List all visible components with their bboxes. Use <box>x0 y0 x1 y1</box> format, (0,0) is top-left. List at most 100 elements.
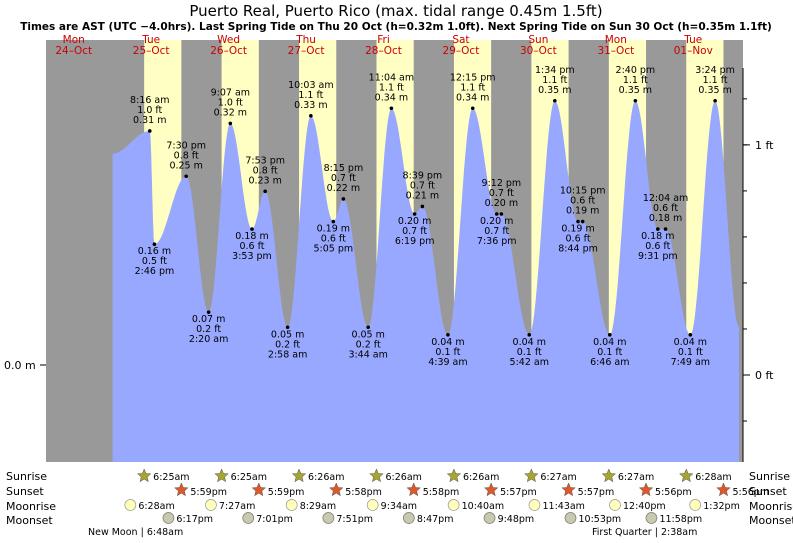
moonset-time: 8:47pm <box>417 514 454 525</box>
new-moon-note: New Moon | 6:48am <box>88 527 183 538</box>
high-tide-label: 1.1 ft <box>703 75 728 86</box>
high-tide-label: 0.7 ft <box>331 173 356 184</box>
sunrise-time: 6:25am <box>153 472 189 483</box>
sunrise-time: 6:26am <box>308 472 344 483</box>
high-tide-label: 0.6 ft <box>570 196 595 207</box>
tide-point <box>263 189 267 194</box>
sunset-icon <box>638 482 654 497</box>
tide-point <box>250 227 254 231</box>
moonrise-icon <box>689 499 702 511</box>
day-header-dow: Mon <box>63 34 85 46</box>
day-header-date: 31–Oct <box>597 45 634 57</box>
sunset-icon <box>561 482 576 497</box>
low-tide-label: 9:31 pm <box>638 251 678 262</box>
moonset-time: 10:53pm <box>578 514 621 525</box>
high-tide-label: 0.31 m <box>133 115 166 126</box>
tide-point <box>152 242 157 246</box>
high-tide-label: 0.8 ft <box>253 165 278 176</box>
tide-point <box>656 227 660 231</box>
moonrise-icon <box>205 499 217 511</box>
day-header-date: 27–Oct <box>288 45 325 57</box>
high-tide-label: 0.34 m <box>375 92 408 103</box>
high-tide-label: 0.23 m <box>248 175 281 186</box>
high-tide-label: 7:30 pm <box>166 140 206 151</box>
chart-title: Puerto Real, Puerto Rico (max. tidal ran… <box>189 2 602 20</box>
moonrise-label-left: Moonrise <box>6 500 56 513</box>
low-tide-label: 7:49 am <box>671 357 710 368</box>
sunrise-icon <box>136 468 152 483</box>
low-tide-label: 0.7 ft <box>484 226 509 237</box>
moonrise-time: 9:34am <box>381 501 417 512</box>
day-header-dow: Fri <box>377 34 390 46</box>
low-tide-label: 0.20 m <box>480 216 513 227</box>
low-tide-label: 0.7 ft <box>402 226 427 237</box>
moonset-icon <box>483 512 496 524</box>
sunset-icon <box>174 482 189 497</box>
low-tide-label: 0.04 m <box>513 337 546 348</box>
sunset-time: 5:56pm <box>732 487 769 498</box>
high-tide-label: 9:12 pm <box>482 178 522 189</box>
moonset-label-right: Moonset <box>749 514 793 527</box>
tide-point <box>366 325 370 330</box>
tide-point <box>285 325 290 330</box>
right-minor-ticks <box>743 98 747 422</box>
right-tick-label-0ft: 0 ft <box>755 369 774 382</box>
sunset-icon <box>483 482 499 497</box>
sunset-time: 5:58pm <box>345 487 382 498</box>
day-header-date: 01–Nov <box>674 45 713 57</box>
low-tide-label: 0.18 m <box>235 231 268 242</box>
sunrise-icon <box>291 468 307 483</box>
moonset-icon <box>322 512 335 524</box>
moonset-time: 7:51pm <box>336 514 373 525</box>
sunset-label-left: Sunset <box>6 485 44 498</box>
moonset-icon <box>242 512 255 524</box>
low-tide-label: 0.04 m <box>674 337 707 348</box>
sunrise-time: 6:26am <box>463 472 499 483</box>
high-tide-label: 0.22 m <box>327 183 360 194</box>
moonset-icon <box>564 512 577 524</box>
tide-point <box>576 219 580 224</box>
high-tide-label: 12:15 pm <box>450 72 496 83</box>
day-header-dow: Wed <box>217 34 240 46</box>
low-tide-label: 0.16 m <box>138 246 171 257</box>
high-tide-label: 0.7 ft <box>489 188 514 199</box>
moonset-icon <box>402 512 415 524</box>
low-tide-label: 3:44 am <box>348 349 387 360</box>
sunset-time: 5:58pm <box>423 487 460 498</box>
tide-point <box>147 129 152 133</box>
high-tide-label: 0.6 ft <box>653 203 678 214</box>
low-tide-label: 5:05 pm <box>313 244 353 255</box>
row-labels: Sunrise Sunset Moonrise Moonset Sunrise … <box>6 470 793 527</box>
sunrise-time: 6:27am <box>618 472 654 483</box>
high-tide-label: 0.21 m <box>406 190 439 201</box>
tide-point <box>580 219 585 224</box>
high-tide-label: 2:40 pm <box>616 65 656 76</box>
tide-point <box>389 106 394 111</box>
low-tide-label: 8:44 pm <box>558 244 598 255</box>
high-tide-label: 0.8 ft <box>174 150 199 161</box>
tide-point <box>228 121 233 126</box>
low-tide-label: 0.6 ft <box>645 241 670 252</box>
high-tide-label: 11:04 am <box>369 72 414 83</box>
low-tide-label: 0.05 m <box>351 329 384 340</box>
tide-point <box>713 98 717 103</box>
high-tide-label: 1:34 pm <box>535 65 575 76</box>
high-tide-label: 8:16 am <box>130 95 169 106</box>
moonrise-time: 1:32pm <box>703 501 740 512</box>
day-header-dow: Tue <box>141 34 160 46</box>
low-tide-label: 0.05 m <box>271 329 304 340</box>
day-header-date: 29–Oct <box>443 45 480 57</box>
high-tide-label: 8:15 pm <box>324 163 364 174</box>
day-header-date: 25–Oct <box>133 45 170 57</box>
astronomy-rows: 6:25am 6:25am 6:26am 6:26am 6:26am 6:27am 6:27… <box>124 468 769 525</box>
low-tide-label: 2:20 am <box>189 334 228 345</box>
axes: 0.0 m 0 ft 1 ft <box>4 68 774 462</box>
tide-point <box>412 212 417 216</box>
sunrise-time: 6:27am <box>540 472 576 483</box>
day-headers: Mon24–OctTue25–OctWed26–OctThu27–OctFri2… <box>55 34 712 57</box>
moonset-time: 9:48pm <box>498 514 535 525</box>
low-tide-label: 6:46 am <box>590 357 629 368</box>
tide-point <box>470 106 475 111</box>
low-tide-label: 5:42 am <box>510 357 549 368</box>
